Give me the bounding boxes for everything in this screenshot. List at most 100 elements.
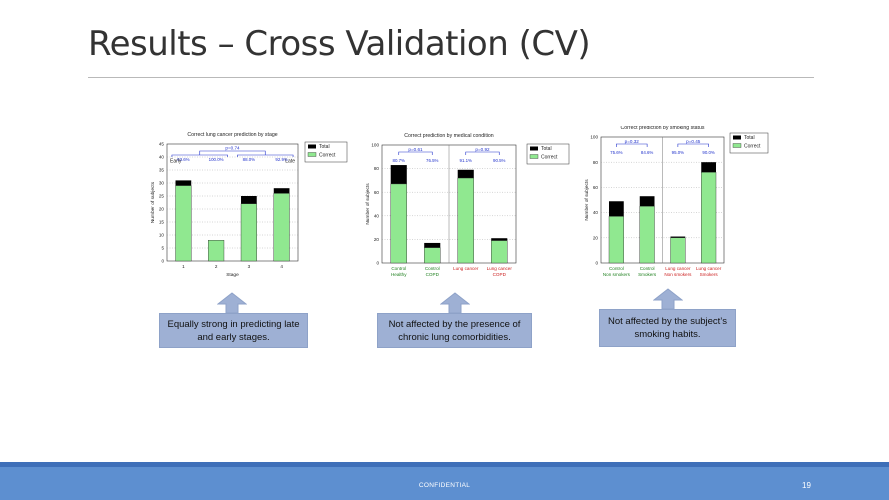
percent-label: 91.1% — [460, 158, 473, 163]
legend-swatch-correct — [307, 152, 317, 157]
group-label-late: Late — [285, 159, 295, 165]
y-tick-label: 20 — [374, 237, 380, 242]
x-tick-label: Lung cancer — [487, 266, 513, 271]
y-tick-label: 60 — [593, 185, 599, 190]
bar-correct — [424, 247, 441, 264]
percent-label: 100.0% — [209, 157, 224, 162]
y-tick-label: 30 — [159, 181, 165, 186]
pvalue-label: p=0.92 — [475, 147, 490, 152]
x-tick-label: COPD — [426, 272, 440, 277]
legend-label-total: Total — [541, 146, 552, 152]
percent-label: 92.9% — [275, 157, 288, 162]
bar-correct — [491, 240, 508, 264]
x-tick-label: Control — [609, 266, 624, 271]
percent-label: 75.6% — [610, 150, 623, 155]
bar-correct — [208, 239, 225, 262]
bar-correct — [175, 185, 192, 262]
percent-label: 93.6% — [177, 157, 190, 162]
bar-correct — [240, 203, 257, 262]
chart-stage-svg: Correct lung cancer prediction by stage 0… — [150, 132, 348, 278]
y-axis-label: Number of subjects — [584, 179, 590, 221]
bracket-pvalue — [465, 151, 500, 155]
percent-label: 80.7% — [393, 158, 406, 163]
x-tick-label: Lung cancer — [453, 266, 479, 271]
x-tick-label: Control — [425, 266, 440, 271]
percent-label: 90.5% — [493, 158, 506, 163]
x-tick-label: Healthy — [391, 272, 407, 277]
chart-medical-condition: Correct prediction by medical condition 0… — [358, 126, 583, 286]
legend-swatch-total — [733, 135, 741, 140]
x-tick-label: 3 — [248, 264, 251, 269]
title-divider — [88, 77, 814, 78]
y-axis-label: Number of subjects — [365, 183, 371, 225]
up-arrow-icon — [653, 288, 683, 310]
y-tick-label: 40 — [159, 155, 165, 160]
y-tick-label: 20 — [593, 235, 599, 240]
y-tick-label: 100 — [590, 135, 598, 140]
footer-confidential: CONFIDENTIAL — [418, 482, 471, 489]
percent-label: 76.5% — [426, 158, 439, 163]
slide-title: Results – Cross Validation (CV) — [88, 24, 591, 64]
pvalue-label: p=0.74 — [225, 146, 240, 151]
chart-title: Correct prediction by smoking status — [621, 126, 705, 131]
chart-smoking-status-svg: Correct prediction by smoking status 0 20 4… — [584, 126, 769, 277]
x-tick-label: 4 — [280, 264, 283, 269]
up-arrow-icon — [440, 292, 470, 314]
callout-text: Equally strong in predicting late and ea… — [167, 318, 300, 343]
footer-accent-bar — [0, 462, 889, 467]
callout-text: Not affected by the presence of chronic … — [388, 318, 521, 343]
chart-title: Correct lung cancer prediction by stage — [187, 132, 277, 138]
callout-smoking-status: Not affected by the subject’s smoking ha… — [599, 309, 736, 347]
y-tick-label: 0 — [595, 261, 598, 266]
pvalue-label: p=0.32 — [625, 139, 640, 144]
x-axis-label: Stage — [226, 272, 239, 278]
bar-correct — [390, 183, 407, 264]
bar-correct — [457, 177, 474, 264]
y-tick-label: 80 — [593, 160, 599, 165]
y-tick-label: 60 — [374, 190, 380, 195]
x-tick-label: Lung cancer — [665, 266, 691, 271]
chart-title: Correct prediction by medical condition — [404, 133, 493, 139]
y-tick-label: 0 — [376, 261, 379, 266]
bracket-pvalue — [199, 150, 266, 155]
page-number: 19 — [802, 481, 811, 490]
bar-correct — [273, 193, 290, 262]
pvalue-label: p=0.45 — [686, 139, 701, 144]
callout-text: Not affected by the subject’s smoking ha… — [607, 316, 727, 340]
bar-correct — [608, 216, 624, 264]
y-tick-label: 45 — [159, 142, 165, 147]
legend-label-correct: Correct — [744, 144, 761, 150]
bracket-pvalue — [616, 143, 648, 147]
x-tick-label: 2 — [215, 264, 218, 269]
y-tick-label: 40 — [593, 210, 599, 215]
x-tick-label: Non smokers — [603, 272, 631, 277]
percent-label: 90.0% — [702, 150, 715, 155]
chart-medical-condition-svg: Correct prediction by medical condition 0… — [365, 133, 570, 277]
pvalue-label: p=0.61 — [408, 147, 423, 152]
legend-label-total: Total — [319, 144, 330, 150]
x-tick-label: Control — [391, 266, 406, 271]
x-tick-label: 1 — [182, 264, 185, 269]
y-tick-label: 25 — [159, 194, 165, 199]
legend-label-correct: Correct — [319, 153, 336, 159]
legend-swatch-total — [308, 144, 316, 149]
y-tick-label: 10 — [159, 233, 165, 238]
chart-stage: Correct lung cancer prediction by stage 0… — [145, 126, 360, 281]
y-tick-label: 100 — [371, 143, 379, 148]
legend-swatch-correct — [529, 154, 539, 159]
legend-label-total: Total — [744, 135, 755, 141]
up-arrow-icon — [217, 292, 247, 314]
y-tick-label: 20 — [159, 207, 165, 212]
bar-correct — [701, 172, 717, 264]
x-tick-label: Lung cancer — [696, 266, 722, 271]
bar-correct — [670, 237, 686, 264]
x-tick-label: Smokers — [700, 272, 719, 277]
y-tick-label: 0 — [161, 259, 164, 264]
bar-correct — [639, 206, 655, 264]
callout-stage: Equally strong in predicting late and ea… — [159, 313, 308, 348]
x-tick-label: COPD — [493, 272, 507, 277]
footer-bar — [0, 467, 889, 500]
x-tick-label: Control — [640, 266, 655, 271]
legend-swatch-correct — [732, 143, 742, 148]
y-tick-label: 80 — [374, 166, 380, 171]
